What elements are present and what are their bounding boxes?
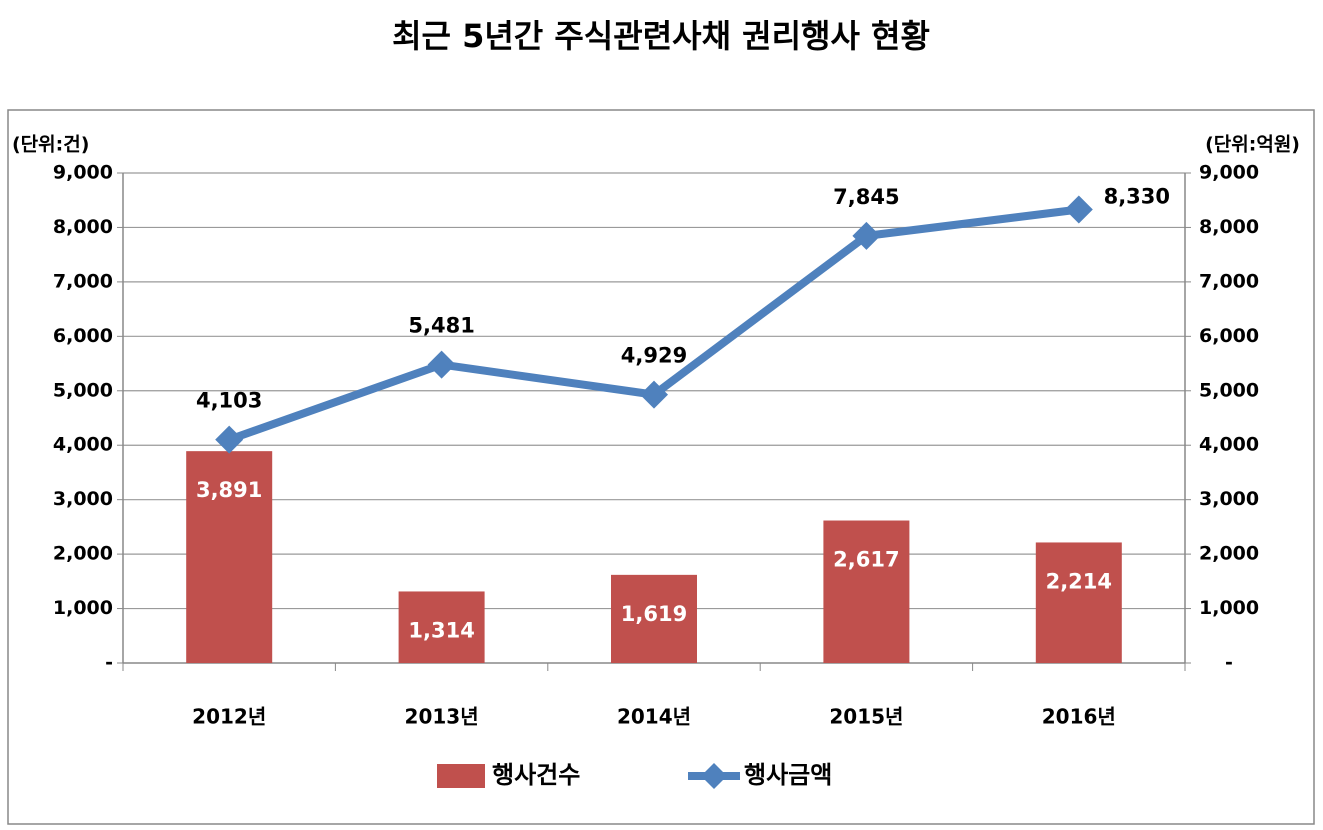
y-tick-label: 6,000: [53, 325, 113, 347]
value-label: 2,214: [1046, 569, 1112, 593]
y2-tick-label: 3,000: [1199, 488, 1259, 510]
marker: [640, 380, 668, 409]
y-tick-label: 1,000: [53, 597, 113, 619]
y-axis-label: (단위:건): [12, 134, 89, 156]
value-label: 5,481: [408, 314, 474, 338]
y2-tick-label: 7,000: [1199, 270, 1259, 292]
y-tick-label: 9,000: [53, 162, 113, 184]
x-tick-label: 2016년: [1042, 705, 1116, 729]
marker: [1064, 195, 1093, 224]
y-tick-label: 2,000: [53, 543, 113, 565]
marker: [852, 221, 881, 250]
y-tick-label: 4,000: [53, 434, 113, 456]
legend-marker: [701, 763, 727, 789]
chart-frame: [7, 109, 1315, 825]
y2-tick-label: 1,000: [1199, 597, 1259, 619]
x-tick-label: 2012년: [192, 705, 266, 729]
bar: [1035, 542, 1122, 663]
marker: [215, 425, 244, 454]
y2-tick-label: 9,000: [1199, 162, 1259, 184]
value-label: 8,330: [1104, 184, 1170, 208]
y2-tick-label: 5,000: [1199, 379, 1259, 401]
value-label: 1,314: [408, 618, 474, 642]
y-tick-label: 3,000: [53, 488, 113, 510]
value-label: 4,103: [196, 389, 262, 413]
legend-swatch: [437, 764, 485, 788]
value-label: 7,845: [833, 185, 899, 209]
y-tick-label: -: [105, 652, 113, 674]
y2-tick-label: 2,000: [1199, 543, 1259, 565]
y-tick-label: 8,000: [53, 216, 113, 238]
legend-label: 행사건수: [492, 761, 580, 789]
value-label: 3,891: [196, 478, 262, 502]
x-tick-label: 2014년: [617, 705, 691, 729]
bar: [611, 574, 697, 663]
y2-tick-label: 6,000: [1199, 325, 1259, 347]
chart-title: 최근 5년간 주식관련사채 권리행사 현황: [392, 17, 930, 55]
x-tick-label: 2013년: [405, 705, 479, 729]
x-tick-label: 2015년: [829, 705, 903, 729]
value-label: 2,617: [833, 548, 899, 572]
bar: [398, 591, 485, 663]
y-tick-label: 7,000: [53, 270, 113, 292]
legend-label: 행사금액: [744, 761, 832, 789]
value-label: 4,929: [621, 344, 687, 368]
bar: [186, 451, 273, 663]
value-label: 1,619: [621, 602, 687, 626]
y2-tick-label: 8,000: [1199, 216, 1259, 238]
y2-axis-label: (단위:억원): [1205, 134, 1300, 156]
marker: [427, 350, 456, 379]
bar: [823, 520, 910, 663]
y-tick-label: 5,000: [53, 379, 113, 401]
y2-tick-label: 4,000: [1199, 434, 1259, 456]
y2-tick-label: -: [1225, 652, 1233, 674]
